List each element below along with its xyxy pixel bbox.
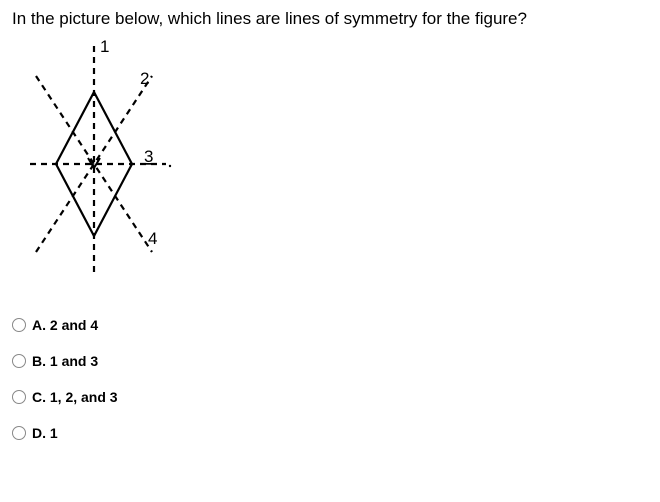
options-group: A. 2 and 4 B. 1 and 3 C. 1, 2, and 3 D. … [12,317,648,441]
radio-icon[interactable] [12,318,26,332]
label-2: 2 [140,69,149,88]
label-3: 3 [144,147,153,166]
label-4: 4 [148,229,157,248]
option-b[interactable]: B. 1 and 3 [12,353,648,369]
option-c[interactable]: C. 1, 2, and 3 [12,389,648,405]
option-a[interactable]: A. 2 and 4 [12,317,648,333]
question-text: In the picture below, which lines are li… [12,8,648,30]
option-a-label: A. 2 and 4 [32,317,98,333]
label-1: 1 [100,37,109,56]
option-d-label: D. 1 [32,425,58,441]
radio-icon[interactable] [12,426,26,440]
option-b-label: B. 1 and 3 [32,353,98,369]
option-d[interactable]: D. 1 [12,425,648,441]
radio-icon[interactable] [12,354,26,368]
symmetry-figure: 1 2 3 4 [16,34,648,289]
option-c-label: C. 1, 2, and 3 [32,389,118,405]
radio-icon[interactable] [12,390,26,404]
